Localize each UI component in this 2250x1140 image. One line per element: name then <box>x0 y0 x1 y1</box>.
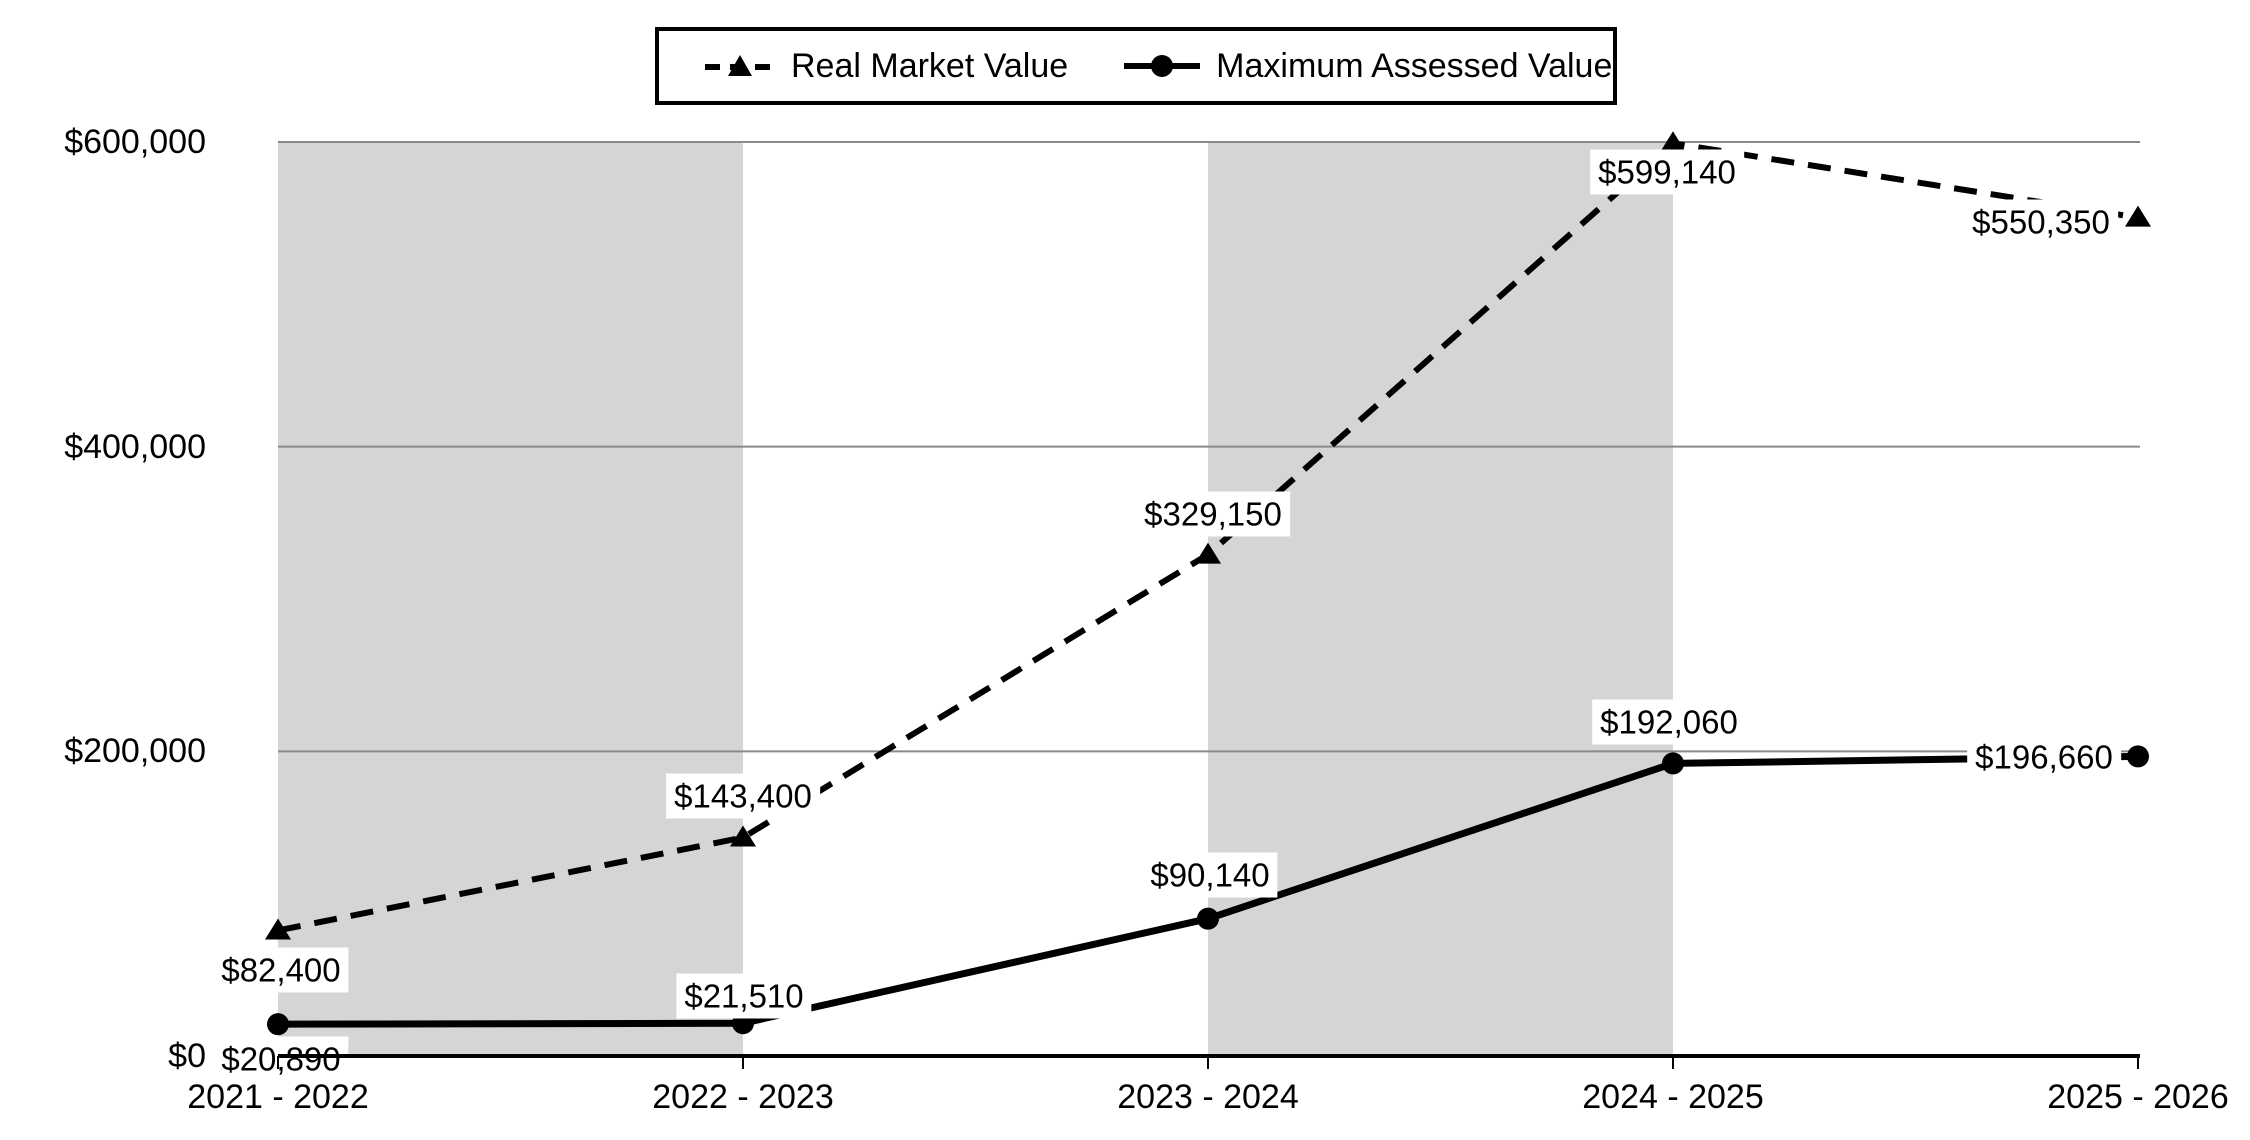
x-tick-label: 2025 - 2026 <box>2047 1078 2229 1116</box>
legend-item-real-market-value: Real Market Value <box>703 47 1068 86</box>
triangle-marker <box>730 825 756 847</box>
triangle-marker <box>265 918 291 940</box>
legend: Real Market Value Maximum Assessed Value <box>655 27 1617 105</box>
x-tick-label: 2021 - 2022 <box>187 1078 369 1116</box>
circle-marker <box>1662 752 1684 775</box>
legend-item-maximum-assessed-value: Maximum Assessed Value <box>1122 47 1612 86</box>
circle-marker <box>267 1013 289 1036</box>
triangle-marker <box>2125 205 2151 227</box>
y-tick-label: $400,000 <box>64 427 206 466</box>
data-label: $82,400 <box>213 947 349 993</box>
x-tick-label: 2023 - 2024 <box>1117 1078 1299 1116</box>
data-label: $143,400 <box>666 773 820 819</box>
data-label: $90,140 <box>1142 852 1278 898</box>
data-label: $599,140 <box>1590 149 1744 195</box>
y-tick-label: $0 <box>168 1037 206 1075</box>
data-label: $196,660 <box>1967 734 2121 780</box>
triangle-marker <box>1660 131 1686 153</box>
circle-marker <box>1197 907 1219 930</box>
shaded-band <box>1208 142 1673 1056</box>
solid-line-circle-icon <box>1124 55 1201 77</box>
data-label: $21,510 <box>676 973 812 1019</box>
triangle-marker <box>1195 542 1221 564</box>
dashed-line-triangle-icon <box>705 55 775 76</box>
legend-label-maximum-assessed-value: Maximum Assessed Value <box>1216 46 1613 85</box>
x-tick-label: 2022 - 2023 <box>652 1078 834 1116</box>
legend-label-real-market-value: Real Market Value <box>791 46 1069 85</box>
data-label: $550,350 <box>1964 199 2118 245</box>
y-tick-label: $200,000 <box>64 732 206 771</box>
data-label: $192,060 <box>1592 699 1746 745</box>
data-label: $20,890 <box>213 1036 349 1082</box>
x-tick-label: 2024 - 2025 <box>1582 1078 1764 1116</box>
y-tick-label: $600,000 <box>64 123 206 161</box>
data-label: $329,150 <box>1136 491 1290 537</box>
shaded-band <box>278 142 743 1056</box>
circle-marker <box>2127 745 2149 768</box>
